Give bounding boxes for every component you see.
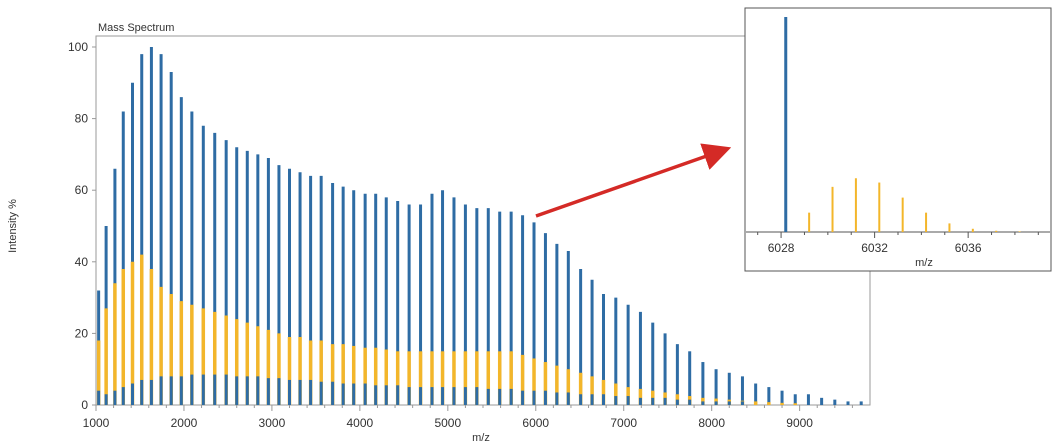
- inset-bars: [784, 17, 1021, 232]
- x-tick-label: 5000: [434, 416, 461, 430]
- y-tick-label: 40: [75, 255, 89, 269]
- main-bars: [96, 47, 863, 405]
- x-axis-ticks: 1000 2000 3000 4000 5000 6000 7000 8000 9000: [83, 405, 853, 430]
- y-tick-label: 20: [75, 326, 89, 340]
- main-chart-title: Mass Spectrum: [98, 22, 174, 34]
- y-axis-label: Intensity %: [7, 199, 19, 253]
- inset-x-tick-label: 6032: [861, 241, 888, 255]
- y-tick-label: 60: [75, 183, 89, 197]
- inset-x-axis-ticks: 6028 6032 6036: [757, 232, 1039, 255]
- zoom-callout-arrow: [535, 143, 732, 218]
- x-tick-label: 9000: [786, 416, 813, 430]
- x-tick-label: 4000: [347, 416, 374, 430]
- y-tick-label: 80: [75, 112, 89, 126]
- x-tick-label: 7000: [610, 416, 637, 430]
- inset-x-axis-label: m/z: [915, 257, 933, 269]
- y-tick-label: 0: [81, 398, 88, 412]
- inset-panel: [744, 7, 1052, 272]
- x-tick-label: 2000: [171, 416, 198, 430]
- x-tick-label: 8000: [698, 416, 725, 430]
- y-axis-ticks: 0 20 40 60 80 100: [68, 40, 96, 412]
- x-tick-label: 3000: [259, 416, 286, 430]
- inset-x-tick-label: 6028: [768, 241, 795, 255]
- y-tick-label: 100: [68, 40, 88, 54]
- x-tick-label: 6000: [522, 416, 549, 430]
- inset-x-tick-label: 6036: [955, 241, 982, 255]
- x-tick-label: 1000: [83, 416, 110, 430]
- x-axis-label: m/z: [472, 432, 490, 444]
